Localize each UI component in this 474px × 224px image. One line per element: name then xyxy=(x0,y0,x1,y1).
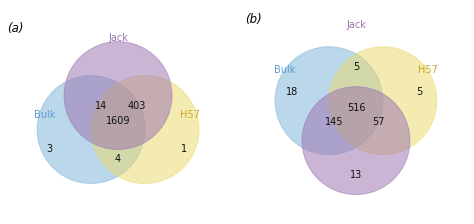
Text: Jack: Jack xyxy=(346,20,366,30)
Circle shape xyxy=(302,87,410,195)
Text: 1: 1 xyxy=(181,144,187,155)
Text: (b): (b) xyxy=(246,13,262,26)
Circle shape xyxy=(329,47,437,155)
Circle shape xyxy=(64,42,172,149)
Text: 516: 516 xyxy=(346,103,365,113)
Text: 5: 5 xyxy=(353,62,359,72)
Text: 57: 57 xyxy=(373,117,385,127)
Text: 14: 14 xyxy=(95,101,107,111)
Text: 145: 145 xyxy=(325,117,344,127)
Circle shape xyxy=(275,47,383,155)
Text: 3: 3 xyxy=(46,144,52,155)
Text: 1609: 1609 xyxy=(106,116,130,126)
Text: H57: H57 xyxy=(418,65,438,75)
Circle shape xyxy=(91,75,199,183)
Text: H57: H57 xyxy=(180,110,200,120)
Text: 5: 5 xyxy=(417,87,423,97)
Text: Bulk: Bulk xyxy=(274,65,295,75)
Text: 13: 13 xyxy=(350,170,362,180)
Text: (a): (a) xyxy=(8,22,24,35)
Text: Bulk: Bulk xyxy=(35,110,56,120)
Circle shape xyxy=(37,75,145,183)
Text: 403: 403 xyxy=(128,101,146,111)
Text: 4: 4 xyxy=(115,154,121,164)
Text: 18: 18 xyxy=(286,87,299,97)
Text: Jack: Jack xyxy=(108,33,128,43)
